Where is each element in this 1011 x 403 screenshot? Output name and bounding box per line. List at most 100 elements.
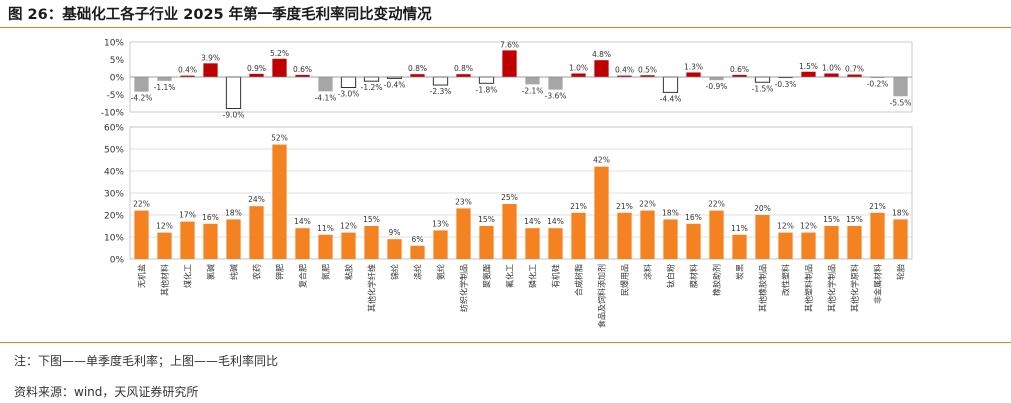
category-label: 炭黑 <box>736 264 745 280</box>
category-label: 复合肥 <box>298 264 308 288</box>
bottom-bar <box>893 219 908 259</box>
top-value-label: 5.2% <box>270 49 289 58</box>
top-value-label: 0.4% <box>615 66 634 75</box>
top-bar <box>548 77 563 90</box>
top-bar <box>709 77 724 81</box>
top-bar <box>640 75 655 77</box>
top-value-label: 1.0% <box>569 64 588 73</box>
category-label: 非金属材料 <box>873 264 883 304</box>
top-bar <box>870 77 885 78</box>
category-label: 其他化学制品 <box>827 264 837 312</box>
category-label: 膜材料 <box>689 264 699 288</box>
category-label: 农药 <box>252 264 262 280</box>
top-value-label: -4.2% <box>131 94 153 103</box>
category-label: 其他化学原料 <box>850 264 860 312</box>
category-label: 其他橡胶制品 <box>758 264 768 312</box>
top-value-label: -2.3% <box>430 87 452 96</box>
bottom-bar <box>157 232 172 259</box>
bottom-value-label: 18% <box>662 208 679 217</box>
top-value-label: -3.6% <box>545 92 567 101</box>
bottom-bar <box>663 219 678 259</box>
top-bar <box>340 76 357 88</box>
top-value-label: -1.1% <box>154 83 176 92</box>
bottom-bar <box>387 239 402 259</box>
bottom-y-tick-label: 50% <box>104 146 124 156</box>
category-label: 氯碱 <box>206 264 216 280</box>
bottom-value-label: 22% <box>133 200 150 209</box>
top-bar <box>157 77 172 81</box>
top-bar <box>272 58 287 77</box>
top-value-label: 1.5% <box>799 62 818 71</box>
bottom-value-label: 22% <box>639 200 656 209</box>
bottom-bar <box>617 212 632 259</box>
combined-bar-chart: 10%5%0%-5%-10%-4.2%-1.1%0.4%3.9%-9.0%0.9… <box>101 39 913 328</box>
bottom-plot-frame <box>129 126 913 260</box>
category-label: 涂料 <box>643 264 653 280</box>
bottom-value-label: 14% <box>294 217 311 226</box>
top-bar <box>456 74 471 77</box>
bottom-bar <box>226 219 241 259</box>
bottom-bar <box>433 230 448 259</box>
yoy-change-chart: 10%5%0%-5%-10%-4.2%-1.1%0.4%3.9%-9.0%0.9… <box>101 39 913 120</box>
top-bar <box>318 77 333 92</box>
bottom-value-label: 21% <box>869 202 886 211</box>
top-bar <box>732 74 747 77</box>
top-bar <box>295 74 310 77</box>
top-bar <box>410 74 425 77</box>
bottom-value-label: 9% <box>389 228 401 237</box>
bottom-bar <box>134 210 149 259</box>
top-bar <box>134 77 149 92</box>
category-label: 煤化工 <box>183 264 193 288</box>
top-value-label: -0.9% <box>706 82 728 91</box>
bottom-bar <box>778 232 793 259</box>
top-value-label: 1.0% <box>822 64 841 73</box>
bottom-bar <box>847 226 862 259</box>
bottom-bar <box>364 226 379 259</box>
top-bar <box>363 76 380 82</box>
top-y-tick-label: -5% <box>106 91 124 101</box>
bottom-bar <box>341 232 356 259</box>
bottom-value-label: 15% <box>363 215 380 224</box>
bottom-value-label: 23% <box>455 197 472 206</box>
category-label: 氟化工 <box>505 264 515 288</box>
top-value-label: 0.8% <box>454 64 473 73</box>
bottom-bar <box>479 226 494 259</box>
bottom-bar <box>548 228 563 259</box>
category-label: 橡胶助剂 <box>712 264 722 296</box>
category-label: 纺织化学制品 <box>459 264 469 312</box>
top-y-tick-label: 5% <box>110 56 125 66</box>
bottom-bar <box>686 223 701 259</box>
bottom-value-label: 24% <box>248 195 265 204</box>
bottom-value-label: 18% <box>892 208 909 217</box>
bottom-value-label: 15% <box>846 215 863 224</box>
bottom-value-label: 21% <box>570 202 587 211</box>
category-label: 粘胶 <box>344 264 354 280</box>
category-label: 有机硅 <box>551 264 561 288</box>
bottom-bar <box>502 204 517 259</box>
top-value-label: 0.4% <box>178 66 197 75</box>
top-bar <box>686 72 701 77</box>
top-bar <box>824 73 839 77</box>
top-y-tick-label: 10% <box>104 39 124 49</box>
bottom-bar <box>203 223 218 259</box>
category-label: 磷化工 <box>528 264 538 288</box>
bottom-value-label: 12% <box>340 222 357 231</box>
bottom-bar <box>755 215 770 259</box>
bottom-value-label: 13% <box>432 219 449 228</box>
bottom-value-label: 14% <box>524 217 541 226</box>
top-bar <box>801 71 816 77</box>
top-bar <box>525 77 540 85</box>
category-label: 无机盐 <box>137 264 147 288</box>
top-value-label: -4.1% <box>315 93 337 102</box>
bottom-value-label: 12% <box>156 222 173 231</box>
category-label: 氨纶 <box>436 264 446 280</box>
bottom-value-label: 16% <box>685 213 702 222</box>
bottom-bar <box>525 228 540 259</box>
top-bar <box>571 73 586 77</box>
bottom-y-tick-label: 0% <box>110 256 125 266</box>
category-label: 合成树脂 <box>574 264 584 296</box>
footer-rule <box>0 342 1011 343</box>
top-value-label: -1.8% <box>476 85 498 94</box>
bottom-bar <box>801 232 816 259</box>
top-y-tick-label: 0% <box>110 74 125 84</box>
